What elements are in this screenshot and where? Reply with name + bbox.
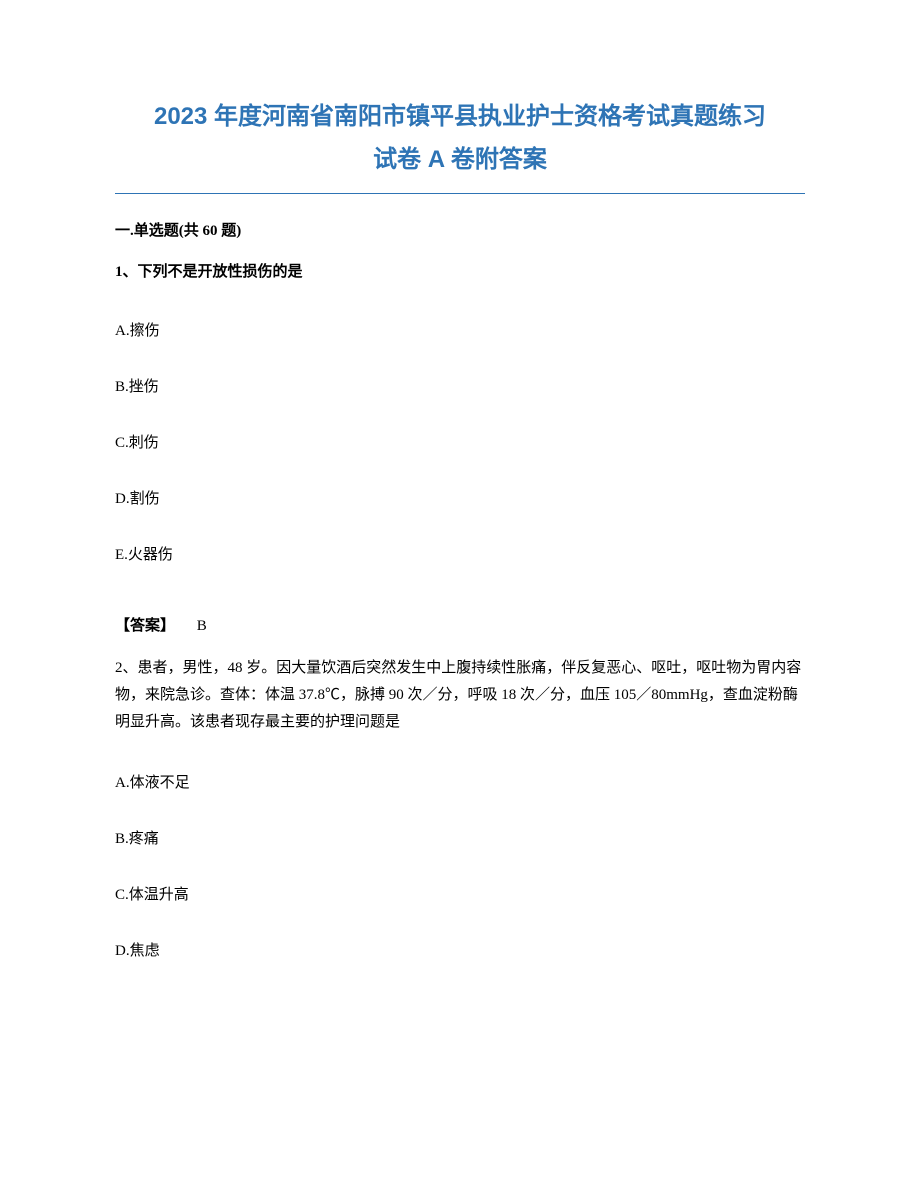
question-2-stem: 2、患者，男性，48 岁。因大量饮酒后突然发生中上腹持续性胀痛，伴反复恶心、呕吐… [115, 655, 805, 736]
question-1-option-d: D.割伤 [115, 487, 805, 508]
question-1-option-a: A.擦伤 [115, 319, 805, 340]
answer-value: B [197, 618, 207, 634]
title-divider [115, 193, 805, 194]
question-1-option-e: E.火器伤 [115, 543, 805, 564]
question-2-option-c: C.体温升高 [115, 883, 805, 904]
answer-label: 【答案】 [115, 618, 175, 634]
section-header: 一.单选题(共 60 题) [115, 219, 805, 240]
title-line-1: 2023 年度河南省南阳市镇平县执业护士资格考试真题练习 [115, 95, 805, 138]
question-1-answer: 【答案】 B [115, 614, 805, 635]
question-1-option-b: B.挫伤 [115, 375, 805, 396]
question-2-option-a: A.体液不足 [115, 771, 805, 792]
question-2-option-d: D.焦虑 [115, 939, 805, 960]
title-line-2: 试卷 A 卷附答案 [115, 138, 805, 181]
question-1-stem: 1、下列不是开放性损伤的是 [115, 260, 805, 284]
question-1-option-c: C.刺伤 [115, 431, 805, 452]
document-title: 2023 年度河南省南阳市镇平县执业护士资格考试真题练习 试卷 A 卷附答案 [115, 95, 805, 181]
question-2-option-b: B.疼痛 [115, 827, 805, 848]
